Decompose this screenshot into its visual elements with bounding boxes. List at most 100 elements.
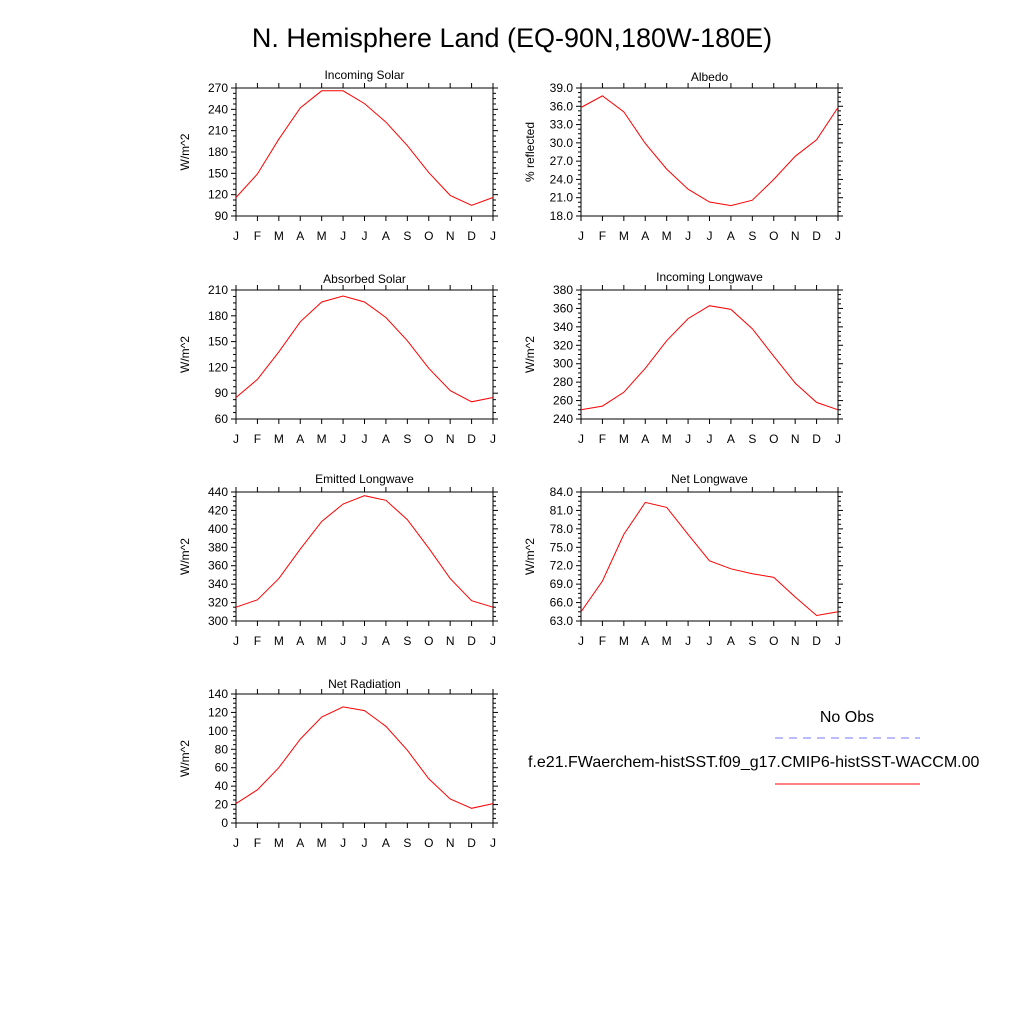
x-tick-label: F	[599, 432, 606, 446]
y-tick-label: 240	[553, 412, 573, 426]
y-tick-label: 400	[208, 522, 228, 536]
y-tick-label: 66.0	[550, 596, 574, 610]
y-tick-label: 40	[215, 779, 229, 793]
x-tick-label: M	[619, 432, 629, 446]
x-tick-label: J	[362, 432, 368, 446]
x-tick-label: S	[748, 634, 756, 648]
x-tick-label: O	[769, 229, 778, 243]
plot-frame	[580, 87, 839, 217]
y-tick-label: 27.0	[550, 154, 574, 168]
x-tick-label: J	[707, 229, 713, 243]
x-tick-label: N	[446, 634, 455, 648]
panel-title: Net Longwave	[671, 472, 748, 486]
y-tick-label: 360	[208, 559, 228, 573]
x-tick-label: O	[424, 836, 433, 850]
y-tick-label: 360	[553, 301, 573, 315]
x-tick-label: J	[340, 432, 346, 446]
x-tick-label: J	[707, 634, 713, 648]
y-tick-label: 440	[208, 485, 228, 499]
x-tick-label: J	[707, 432, 713, 446]
series-line	[235, 295, 494, 403]
y-axis-label: W/m^2	[523, 336, 537, 373]
x-tick-label: J	[578, 432, 584, 446]
x-tick-label: A	[641, 229, 649, 243]
x-tick-label: M	[619, 229, 629, 243]
x-tick-label: A	[641, 432, 649, 446]
panel-albedo: Albedo % reflected 39.0 36.0 33.0 30.0 27.0 24.…	[523, 70, 843, 243]
x-tick-label: A	[296, 229, 304, 243]
y-tick-label: 380	[208, 540, 228, 554]
y-tick-label: 39.0	[550, 81, 574, 95]
y-axis-label: % reflected	[523, 122, 537, 182]
x-tick-label: J	[685, 432, 691, 446]
x-tick-label: F	[599, 229, 606, 243]
x-tick-label: J	[578, 634, 584, 648]
panels: Incoming Solar W/m^2 270 240 210 180 150 120 90 J…	[178, 68, 843, 850]
x-tick-label: F	[254, 432, 261, 446]
x-tick-label: J	[233, 634, 239, 648]
panel-title: Incoming Solar	[324, 68, 404, 82]
y-tick-label: 0	[221, 816, 228, 830]
series-line	[235, 90, 494, 206]
x-tick-label: F	[599, 634, 606, 648]
x-tick-label: J	[835, 229, 841, 243]
x-tick-label: A	[727, 432, 735, 446]
x-tick-label: M	[662, 634, 672, 648]
y-tick-label: 90	[215, 209, 229, 223]
x-tick-label: A	[382, 634, 390, 648]
x-tick-label: S	[748, 229, 756, 243]
x-tick-label: M	[317, 634, 327, 648]
y-tick-label: 320	[208, 596, 228, 610]
x-tick-label: J	[685, 229, 691, 243]
panel-title: Absorbed Solar	[323, 272, 406, 286]
legend-model-label: f.e21.FWaerchem-histSST.f09_g17.CMIP6-hi…	[528, 754, 980, 771]
y-tick-label: 100	[208, 724, 228, 738]
y-axis-label: W/m^2	[178, 740, 192, 777]
y-tick-label: 180	[208, 145, 228, 159]
y-tick-label: 180	[208, 309, 228, 323]
y-tick-label: 72.0	[550, 559, 574, 573]
x-tick-label: M	[317, 229, 327, 243]
panel-title: Emitted Longwave	[315, 472, 414, 486]
panel-incoming-longwave: Incoming Longwave W/m^2 380 360 340 320 300 280…	[523, 270, 843, 446]
x-tick-label: J	[233, 836, 239, 850]
x-tick-label: J	[340, 836, 346, 850]
x-tick-label: O	[424, 229, 433, 243]
x-tick-label: J	[362, 229, 368, 243]
x-tick-label: J	[685, 634, 691, 648]
y-axis-label: W/m^2	[523, 538, 537, 575]
series-line	[580, 305, 839, 411]
x-tick-label: A	[727, 229, 735, 243]
x-tick-label: J	[233, 432, 239, 446]
x-tick-label: J	[490, 432, 496, 446]
x-tick-label: M	[274, 432, 284, 446]
y-axis-label: W/m^2	[178, 538, 192, 575]
x-tick-label: F	[254, 836, 261, 850]
y-tick-label: 300	[208, 614, 228, 628]
plot-frame	[235, 693, 494, 824]
y-tick-label: 140	[208, 687, 228, 701]
x-tick-label: O	[769, 432, 778, 446]
x-tick-label: J	[835, 634, 841, 648]
x-tick-label: N	[446, 836, 455, 850]
x-tick-label: O	[769, 634, 778, 648]
x-tick-label: F	[254, 229, 261, 243]
series-line	[235, 706, 494, 809]
y-tick-label: 60	[215, 761, 229, 775]
y-tick-label: 63.0	[550, 614, 574, 628]
plot-frame	[580, 491, 839, 622]
x-tick-label: M	[662, 229, 672, 243]
x-tick-label: S	[748, 432, 756, 446]
y-tick-label: 150	[208, 335, 228, 349]
plot-frame	[580, 289, 839, 420]
x-tick-label: A	[382, 229, 390, 243]
panel-net-longwave: Net Longwave W/m^2 84.0 81.0 78.0 75.0 72.0 69.…	[523, 472, 843, 648]
x-tick-label: N	[791, 432, 800, 446]
series-line	[580, 501, 839, 617]
panel-title: Net Radiation	[328, 677, 401, 691]
x-tick-label: J	[490, 634, 496, 648]
y-tick-label: 20	[215, 798, 229, 812]
panel-title: Albedo	[691, 70, 729, 84]
y-tick-label: 120	[208, 188, 228, 202]
